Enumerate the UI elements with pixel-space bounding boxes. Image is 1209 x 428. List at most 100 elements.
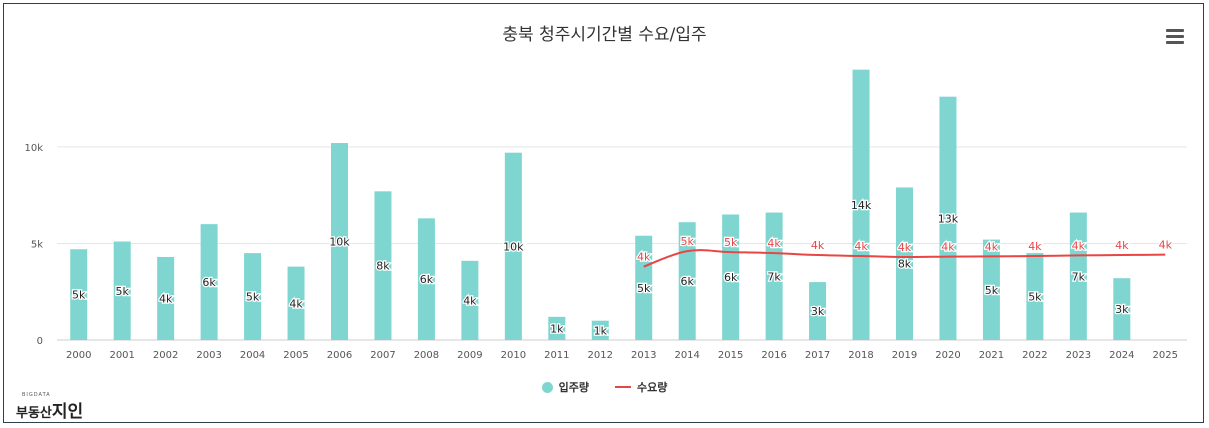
- y-tick-label: 0: [37, 336, 43, 347]
- chart-frame: [3, 3, 1204, 423]
- logo-main-b: 지인: [51, 402, 84, 422]
- line-data-label: 4k: [854, 240, 868, 253]
- x-tick-label: 2005: [283, 350, 308, 361]
- line-data-label: 4k: [1072, 239, 1086, 252]
- x-tick-label: 2015: [718, 350, 743, 361]
- bar: [765, 212, 783, 340]
- bar: [722, 214, 740, 340]
- bar: [461, 260, 479, 340]
- x-tick-label: 2009: [457, 350, 482, 361]
- x-tick-label: 2002: [153, 350, 178, 361]
- bar-data-label: 10k: [329, 236, 350, 249]
- x-tick-label: 2018: [848, 350, 873, 361]
- line-data-label: 4k: [637, 251, 651, 264]
- bar-data-label: 8k: [898, 258, 912, 271]
- bar-data-label: 7k: [767, 270, 781, 283]
- brand-logo: BIGDATA 부동산지인: [16, 392, 83, 422]
- bar-data-label: 5k: [246, 291, 260, 304]
- x-tick-label: 2021: [979, 350, 1004, 361]
- line-data-label: 4k: [1159, 239, 1173, 252]
- bar-data-label: 5k: [637, 282, 651, 295]
- logo-main-a: 부동산: [16, 406, 52, 421]
- line-data-label: 5k: [724, 236, 738, 249]
- line-data-label: 4k: [985, 240, 999, 253]
- logo-small-text: BIGDATA: [22, 392, 51, 398]
- legend-item-demand[interactable]: 수요량: [615, 379, 667, 395]
- line-marker-icon: [615, 386, 631, 388]
- bar: [1069, 212, 1087, 340]
- bar-data-label: 1k: [594, 324, 608, 337]
- bar: [896, 187, 913, 340]
- x-tick-label: 2010: [501, 350, 526, 361]
- bar: [1026, 253, 1044, 340]
- bar-data-label: 6k: [202, 276, 216, 289]
- x-tick-label: 2017: [805, 350, 830, 361]
- bar: [852, 69, 870, 340]
- line-data-label: 4k: [767, 237, 781, 250]
- line-data-label: 4k: [1028, 240, 1042, 253]
- line-data-label: 4k: [898, 241, 912, 254]
- bar-data-label: 7k: [1072, 270, 1086, 283]
- chart-legend: 입주량 수요량: [0, 379, 1209, 395]
- x-tick-label: 2011: [544, 350, 569, 361]
- bar: [287, 266, 305, 340]
- y-tick-label: 5k: [31, 239, 43, 250]
- x-tick-label: 2003: [196, 350, 221, 361]
- bar: [200, 224, 218, 340]
- bar-data-label: 13k: [938, 212, 959, 225]
- x-tick-label: 2014: [674, 350, 699, 361]
- legend-item-move-in[interactable]: 입주량: [541, 379, 589, 395]
- bar-data-label: 3k: [1115, 303, 1129, 316]
- x-tick-label: 2023: [1066, 350, 1091, 361]
- bar-data-label: 4k: [463, 294, 477, 307]
- bar-data-label: 6k: [420, 273, 434, 286]
- legend-label-move-in: 입주량: [558, 381, 589, 394]
- bar: [548, 316, 566, 340]
- bar-data-label: 5k: [985, 284, 999, 297]
- bar: [244, 253, 262, 340]
- bar: [331, 143, 348, 340]
- x-tick-label: 2016: [761, 350, 786, 361]
- bar: [809, 282, 827, 340]
- x-tick-label: 2000: [66, 350, 91, 361]
- bar-data-label: 5k: [72, 289, 86, 302]
- bar: [982, 239, 1000, 340]
- x-tick-label: 2006: [327, 350, 352, 361]
- bar: [113, 241, 131, 340]
- bar: [591, 320, 609, 340]
- bar: [635, 235, 653, 340]
- legend-label-demand: 수요량: [637, 381, 668, 394]
- line-data-label: 4k: [941, 241, 955, 254]
- bar-data-label: 14k: [851, 199, 872, 212]
- bar: [1113, 278, 1131, 340]
- bar-data-label: 4k: [289, 297, 303, 310]
- x-tick-label: 2024: [1109, 350, 1134, 361]
- bar-data-label: 4k: [159, 292, 173, 305]
- line-data-label: 4k: [811, 239, 825, 252]
- x-tick-label: 2008: [414, 350, 439, 361]
- bar: [157, 256, 175, 340]
- bar: [504, 152, 522, 340]
- x-tick-label: 2022: [1022, 350, 1047, 361]
- line-data-label: 4k: [1115, 239, 1129, 252]
- hamburger-menu-icon[interactable]: [1166, 29, 1184, 45]
- bar-data-label: 8k: [376, 260, 390, 273]
- chart-title: 충북 청주시기간별 수요/입주: [502, 25, 707, 45]
- bar-data-label: 10k: [503, 240, 524, 253]
- x-tick-label: 2007: [370, 350, 395, 361]
- x-tick-label: 2004: [240, 350, 265, 361]
- x-tick-label: 2001: [109, 350, 134, 361]
- bar: [374, 191, 392, 340]
- bar: [417, 218, 435, 340]
- x-tick-label: 2019: [892, 350, 917, 361]
- demand-line: [643, 249, 1166, 268]
- x-tick-label: 2013: [631, 350, 656, 361]
- bar-data-label: 1k: [550, 322, 564, 335]
- x-tick-label: 2020: [935, 350, 960, 361]
- logo-main-text: 부동산지인: [16, 397, 83, 422]
- bar-data-label: 6k: [681, 275, 695, 288]
- bar-data-label: 5k: [1028, 291, 1042, 304]
- x-tick-label: 2025: [1153, 350, 1178, 361]
- bar-data-label: 3k: [811, 305, 825, 318]
